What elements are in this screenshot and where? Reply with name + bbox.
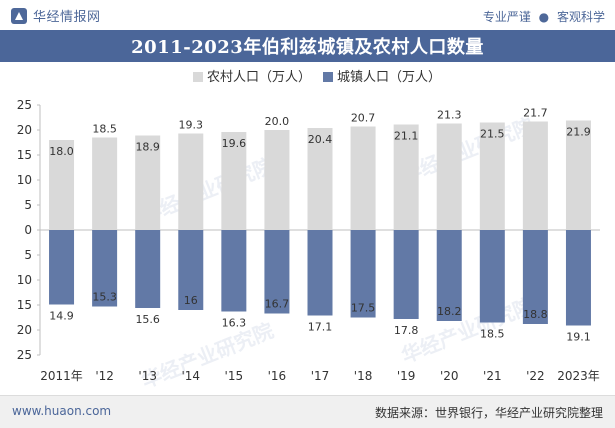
x-tick-label: '21 [483, 369, 502, 383]
bar-rural [565, 120, 591, 230]
data-label-rural: 21.5 [480, 128, 505, 141]
y-tick-label: 0 [24, 223, 32, 237]
data-label-rural: 18.5 [92, 123, 117, 136]
data-label-rural: 20.0 [265, 115, 290, 128]
data-label-rural: 20.4 [308, 133, 333, 146]
website-link[interactable]: www.huaon.com [12, 404, 112, 418]
y-tick-label: 20 [17, 323, 32, 337]
y-tick-label: 5 [24, 198, 32, 212]
bar-rural [264, 130, 290, 230]
legend-swatch-urban [323, 72, 333, 82]
x-tick-label: '16 [268, 369, 287, 383]
y-tick-label: 15 [17, 148, 32, 162]
bar-urban [135, 230, 161, 308]
data-label-urban: 17.5 [351, 302, 376, 315]
data-label-urban: 18.2 [437, 305, 462, 318]
x-tick-label: '14 [181, 369, 200, 383]
bar-rural [178, 133, 204, 230]
bar-rural [393, 124, 419, 230]
x-tick-label: '18 [354, 369, 373, 383]
bar-rural [479, 122, 505, 230]
top-bar: 华经情报网 专业严谨 ● 客观科学 [0, 0, 615, 30]
legend-label-rural: 农村人口（万人） [207, 70, 311, 85]
data-label-urban: 16 [184, 294, 198, 307]
data-label-urban: 15.3 [92, 291, 117, 304]
data-label-rural: 21.3 [437, 109, 462, 122]
chart-title: 2011-2023年伯利兹城镇及农村人口数量 [131, 37, 484, 58]
logo-text: 华经情报网 [33, 10, 101, 25]
y-tick-label: 25 [17, 348, 32, 362]
data-label-urban: 16.3 [222, 317, 247, 330]
slogan-left: 专业严谨 [482, 10, 531, 24]
legend-label-urban: 城镇人口（万人） [337, 70, 441, 85]
data-label-rural: 21.1 [394, 130, 419, 143]
slogan-dot: ● [538, 10, 550, 24]
data-label-rural: 18.0 [49, 145, 74, 158]
x-tick-label: '19 [397, 369, 416, 383]
x-tick-label: 2011年 [40, 369, 83, 383]
bar-urban [178, 230, 204, 310]
x-tick-label: '12 [95, 369, 114, 383]
bar-urban [565, 230, 591, 326]
bar-urban [393, 230, 419, 319]
x-tick-label: 2023年 [557, 369, 600, 383]
x-tick-label: '13 [138, 369, 157, 383]
data-label-urban: 16.7 [265, 298, 290, 311]
slogan-right: 客观科学 [556, 10, 605, 24]
legend-swatch-rural [193, 72, 203, 82]
data-label-rural: 19.3 [179, 119, 204, 132]
huajing-logo-icon [11, 7, 27, 24]
chart-title-bar: 2011-2023年伯利兹城镇及农村人口数量 [0, 30, 615, 62]
data-label-rural: 18.9 [135, 141, 160, 154]
bar-urban [522, 230, 548, 324]
y-tick-label: 20 [17, 123, 32, 137]
data-label-urban: 17.8 [394, 324, 419, 337]
x-tick-label: '22 [526, 369, 545, 383]
x-tick-label: '15 [225, 369, 244, 383]
data-label-urban: 19.1 [566, 331, 591, 344]
bar-urban [350, 230, 376, 318]
y-tick-label: 10 [17, 173, 32, 187]
footer: www.huaon.com 数据来源：世界银行，华经产业研究院整理 [0, 395, 615, 428]
bar-urban [436, 230, 462, 321]
bar-rural [522, 121, 548, 230]
watermark-text: 华经产业研究院 [138, 318, 277, 393]
data-label-urban: 17.1 [308, 321, 333, 334]
data-label-rural: 19.6 [222, 137, 247, 150]
x-tick-label: '17 [311, 369, 330, 383]
y-tick-label: 5 [24, 248, 32, 262]
bar-urban [307, 230, 333, 316]
bar-rural [436, 123, 462, 230]
watermark-text: 华经产业研究院 [398, 113, 537, 188]
bar-rural [49, 140, 75, 230]
bar-urban [479, 230, 505, 323]
bar-rural [221, 132, 247, 230]
data-label-rural: 20.7 [351, 112, 376, 125]
x-tick-label: '20 [440, 369, 459, 383]
bar-rural [92, 137, 118, 230]
bar-urban [92, 230, 118, 307]
data-label-urban: 18.5 [480, 328, 505, 341]
y-tick-label: 25 [17, 98, 32, 112]
bar-urban [264, 230, 290, 314]
data-source: 数据来源：世界银行，华经产业研究院整理 [374, 406, 603, 420]
data-label-rural: 21.9 [566, 126, 591, 139]
data-label-urban: 15.6 [135, 313, 160, 326]
brand-logo[interactable]: 华经情报网 [10, 6, 101, 25]
watermark-text: 华经产业研究院 [398, 293, 537, 368]
slogan: 专业严谨 ● 客观科学 [483, 8, 605, 25]
bar-rural [350, 126, 376, 230]
bar-rural [135, 135, 161, 230]
data-label-urban: 14.9 [49, 310, 74, 323]
bar-urban [49, 230, 75, 305]
bar-rural [307, 128, 333, 230]
y-tick-label: 10 [17, 273, 32, 287]
bar-urban [221, 230, 247, 312]
data-label-urban: 18.8 [523, 308, 548, 321]
y-tick-label: 15 [17, 298, 32, 312]
data-label-rural: 21.7 [523, 107, 548, 120]
